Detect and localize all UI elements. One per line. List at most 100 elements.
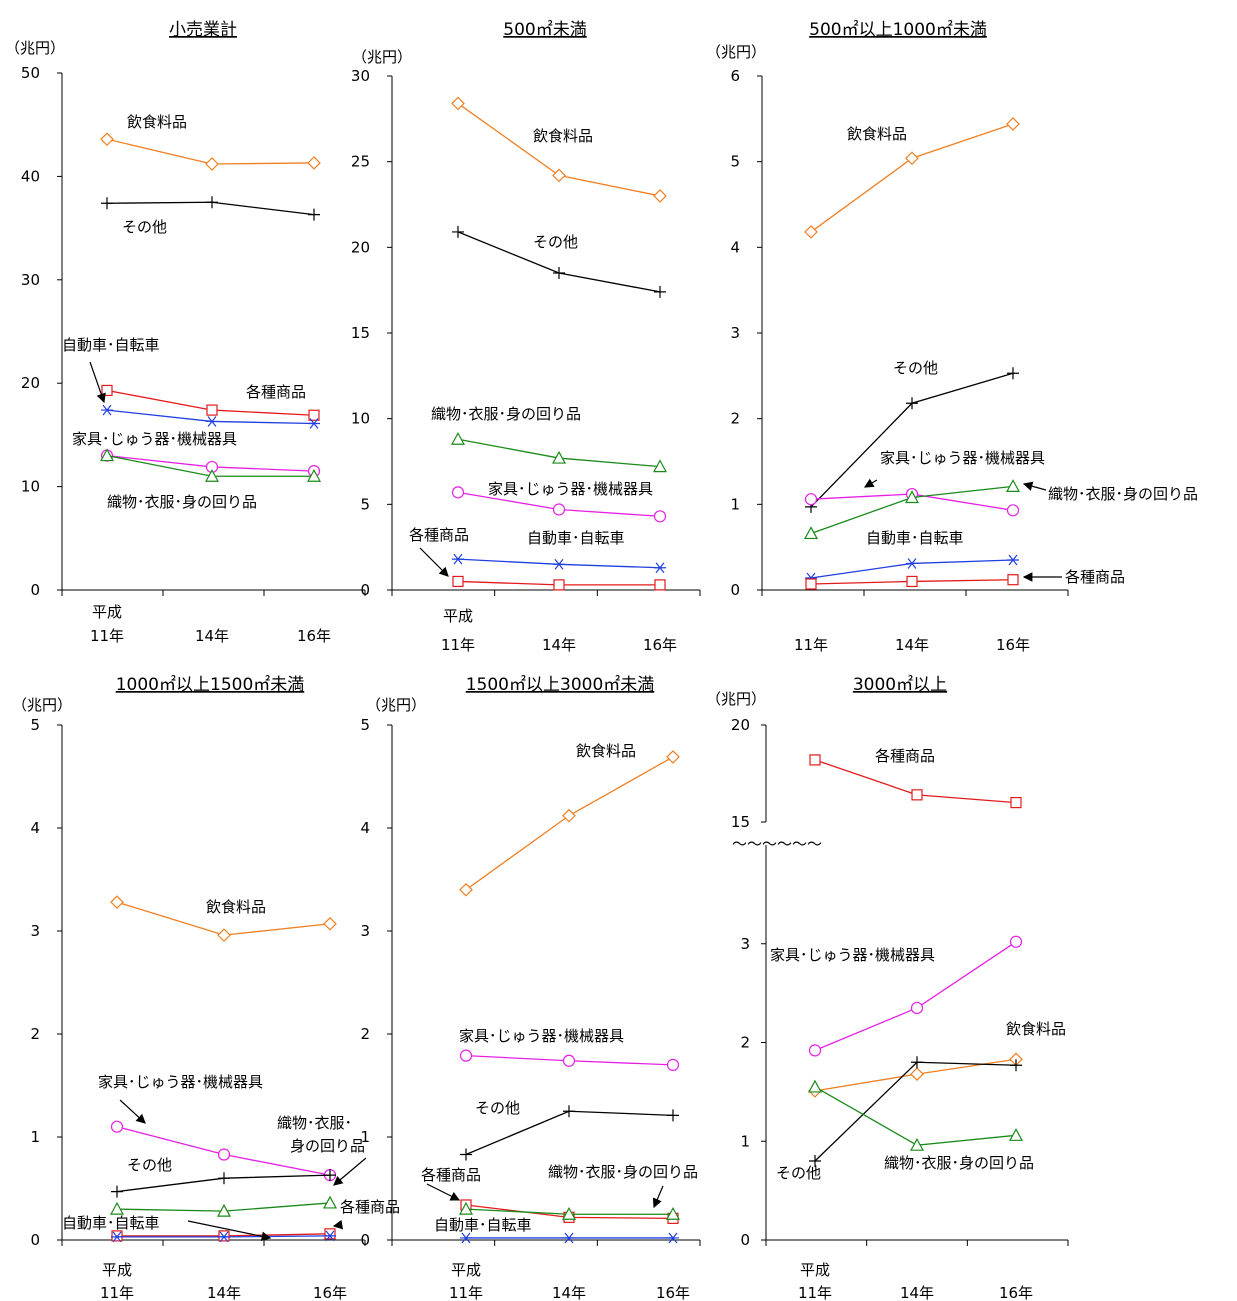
label-arrow [89,361,106,404]
y-tick-label: 0 [360,1231,370,1249]
data-point [306,469,322,482]
series-label: 飲食料品 [206,898,266,916]
x-tick-label: 11年 [794,636,828,654]
series-label: 家具･じゅう器･機械器具 [98,1073,263,1091]
data-point [551,450,567,464]
x-tick-label: 11年 [449,1284,483,1301]
series-label: その他 [893,359,938,377]
data-point [911,1056,923,1069]
data-point [206,404,218,416]
series-label: その他 [776,1164,821,1182]
data-point [804,493,818,506]
data-point [563,1232,575,1244]
y-unit-label: （兆円） [706,43,766,61]
series-label: その他 [127,1156,172,1174]
data-point [910,1001,924,1015]
data-point [808,1044,822,1057]
y-tick-label: 10 [21,478,40,496]
data-point [204,469,220,482]
label-arrow [333,1157,367,1186]
series-label: その他 [533,233,578,251]
chart-title: 500㎡以上1000㎡未満 [809,20,987,40]
x-tick-label: 平成 [451,1261,481,1279]
label-arrow [652,1185,664,1209]
data-point [452,553,464,565]
y-tick-label: 40 [21,167,40,185]
series-label: その他 [122,218,167,236]
data-point [111,1185,123,1198]
data-point [109,1201,125,1215]
series-line [810,123,1014,233]
y-tick-label: 2 [30,1025,40,1043]
x-tick-label: 16年 [313,1284,347,1301]
data-point [904,490,920,504]
data-point [308,208,320,221]
chart-panel: 3000㎡以上 （兆円） ～～～～～～ 0 1 2 3 15 20 平成 11年 14年 16年 各種商品… [706,675,1069,1301]
series-label: 各種商品 [409,526,469,544]
label-arrow [187,1220,272,1241]
y-tick-label: 5 [30,716,40,734]
data-point [906,558,918,569]
y-unit-label: （兆円） [12,696,72,714]
series-label: 自動車･自転車 [527,529,625,547]
y-unit-label: （兆円） [5,39,65,57]
data-point [451,96,465,111]
y-tick-label: 5 [730,153,740,171]
series-label: 身の回り品 [290,1137,365,1155]
y-tick-label: 0 [30,1231,40,1249]
series-label: 各種商品 [421,1166,481,1184]
y-tick-label: 5 [360,716,370,734]
series-label: 家具･じゅう器･機械器具 [488,480,653,498]
data-point [652,459,668,473]
y-tick-label: 1 [30,1128,40,1146]
series-label: 各種商品 [246,383,306,401]
data-point [563,1105,575,1118]
y-tick-label: 0 [740,1231,750,1249]
y-tick-label: 3 [360,922,370,940]
data-point [450,431,466,445]
y-tick-label: 2 [740,1034,750,1052]
data-point [552,503,566,516]
y-tick-label: 20 [351,238,370,256]
label-arrow [426,1183,461,1201]
series-label: 飲食料品 [847,125,907,143]
series-line [810,372,1014,508]
series-label: 家具･じゅう器･機械器具 [880,449,1045,467]
data-point [451,486,465,499]
data-point [101,384,113,397]
series-label: 各種商品 [875,747,935,765]
series-label: 各種商品 [1065,568,1125,586]
data-point [324,1228,336,1240]
label-arrow [419,547,449,577]
x-tick-label: 平成 [102,1261,132,1279]
x-tick-label: 11年 [90,627,124,645]
data-point [562,1054,576,1067]
x-tick-label: 14年 [895,636,929,654]
series-label: 飲食料品 [533,127,593,145]
chart-title: 500㎡未満 [503,20,586,40]
data-point [654,562,666,574]
y-tick-label: 15 [731,813,750,831]
data-point [653,510,667,523]
data-point [910,1067,924,1081]
series-label: 自動車･自転車 [866,529,964,547]
data-point [1010,796,1022,809]
series-label: 自動車･自転車 [434,1216,532,1234]
x-tick-label: 14年 [552,1284,586,1301]
x-tick-label: 11年 [441,636,475,654]
y-tick-label: 20 [731,716,750,734]
data-point [110,895,124,910]
y-tick-label: 3 [740,935,750,953]
y-tick-label: 6 [730,67,740,85]
data-point [667,1232,679,1244]
data-point [308,418,320,429]
data-point [324,1169,336,1182]
chart-title: 1000㎡以上1500㎡未満 [116,675,305,695]
data-point [909,1137,925,1151]
data-point [906,397,918,410]
data-point [1007,574,1019,586]
chart-panel: 小売業計 （兆円） 0 10 20 30 40 50 平成 11年 14年 16年 飲食料品その他自動車… [5,20,366,645]
series-label: 各種商品 [340,1198,400,1216]
y-tick-label: 4 [30,819,40,837]
